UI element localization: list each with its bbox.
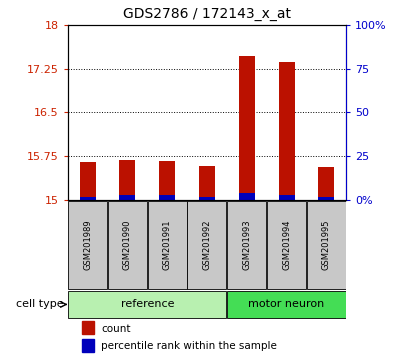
Bar: [119, 195, 135, 200]
Bar: [68, 201, 107, 289]
Text: GSM201994: GSM201994: [282, 220, 291, 270]
Bar: [148, 201, 187, 289]
Text: cell type: cell type: [16, 299, 64, 309]
Bar: [279, 195, 295, 200]
Bar: [199, 166, 215, 200]
Text: GSM201993: GSM201993: [242, 220, 251, 270]
Text: reference: reference: [121, 299, 174, 309]
Bar: [279, 62, 295, 200]
Bar: [68, 291, 226, 318]
Bar: [159, 161, 175, 200]
Bar: [119, 160, 135, 200]
Bar: [108, 201, 147, 289]
Bar: [239, 193, 255, 200]
Bar: [267, 201, 306, 289]
Text: GSM201991: GSM201991: [163, 220, 172, 270]
Bar: [82, 339, 94, 352]
Text: GSM201992: GSM201992: [203, 220, 211, 270]
Text: count: count: [101, 324, 131, 333]
Bar: [80, 196, 96, 200]
Text: motor neuron: motor neuron: [248, 299, 325, 309]
Bar: [187, 201, 226, 289]
Text: GSM201995: GSM201995: [322, 220, 331, 270]
Text: GSM201990: GSM201990: [123, 220, 132, 270]
Bar: [159, 195, 175, 200]
Bar: [318, 167, 334, 200]
Bar: [227, 291, 346, 318]
Title: GDS2786 / 172143_x_at: GDS2786 / 172143_x_at: [123, 7, 291, 21]
Bar: [239, 56, 255, 200]
Text: GSM201989: GSM201989: [83, 220, 92, 270]
Bar: [318, 196, 334, 200]
Bar: [307, 201, 346, 289]
Text: percentile rank within the sample: percentile rank within the sample: [101, 341, 277, 351]
Bar: [80, 162, 96, 200]
Bar: [227, 201, 266, 289]
Bar: [199, 196, 215, 200]
Bar: [82, 321, 94, 334]
